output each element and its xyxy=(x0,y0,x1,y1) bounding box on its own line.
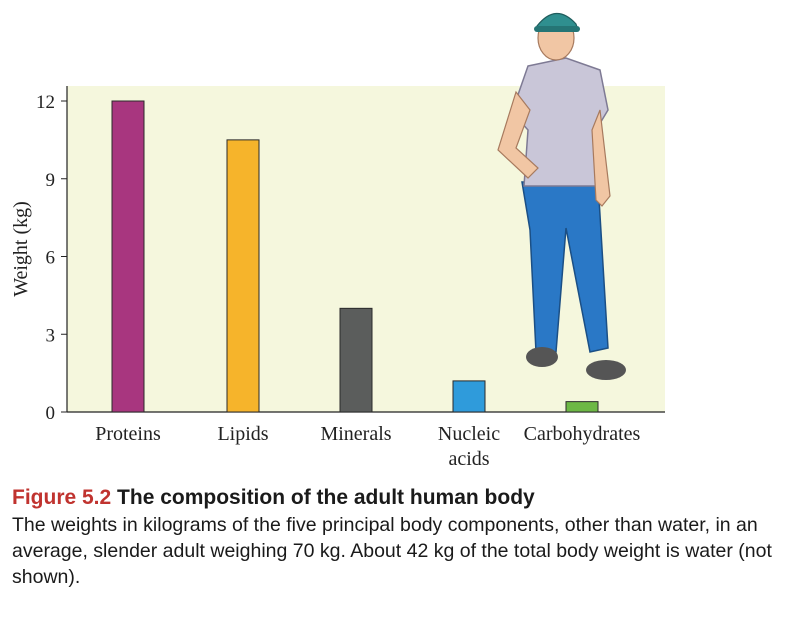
bar-nucleic xyxy=(452,380,486,413)
bars xyxy=(111,100,599,413)
y-ticks: 0 3 6 9 12 xyxy=(36,92,67,424)
figure-heading: Figure 5.2 The composition of the adult … xyxy=(12,486,792,510)
y-tick-label: 0 xyxy=(46,403,56,424)
category-labels: Proteins Lipids Minerals Nucleic acids Carboh… xyxy=(95,423,640,470)
person-cap-brim xyxy=(534,26,580,32)
category-label: Minerals xyxy=(320,423,391,445)
person-right-arm xyxy=(591,109,611,207)
category-label: Lipids xyxy=(217,423,268,445)
chart-area: 0 3 6 9 12 Proteins Lipids Minerals Nucleic acid… xyxy=(10,12,665,470)
y-axis-title: Weight (kg) xyxy=(10,201,32,297)
y-tick-label: 3 xyxy=(46,325,56,346)
y-tick-label: 6 xyxy=(46,248,56,269)
person-illustration xyxy=(497,12,626,380)
category-label: Proteins xyxy=(95,423,161,445)
y-tick-label: 12 xyxy=(36,92,55,113)
person-left-shoe xyxy=(526,347,558,367)
bar-chart: 0 3 6 9 12 Proteins Lipids Minerals Nucleic acid… xyxy=(10,12,665,470)
person-left-arm xyxy=(497,90,539,179)
person-jeans xyxy=(521,181,609,353)
bar-lipids xyxy=(226,139,260,413)
person-right-shoe xyxy=(586,360,626,380)
bar-carbohydrates xyxy=(565,401,599,413)
figure-caption: Figure 5.2 The composition of the adult … xyxy=(12,486,792,590)
figure-description: The weights in kilograms of the five pri… xyxy=(12,514,772,588)
category-label: Nucleic acids xyxy=(438,423,500,470)
figure-title: The composition of the adult human body xyxy=(117,486,535,509)
y-tick-label: 9 xyxy=(46,170,56,191)
bar-minerals xyxy=(339,307,373,413)
bar-proteins xyxy=(111,100,145,413)
figure-label: Figure 5.2 xyxy=(12,486,112,509)
category-label: Carbohydrates xyxy=(524,423,641,445)
